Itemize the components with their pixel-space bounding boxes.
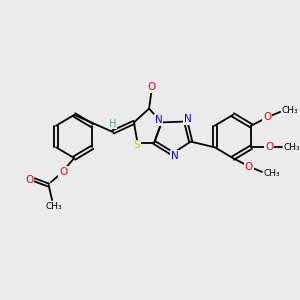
Text: N: N [155,115,163,125]
Text: CH₃: CH₃ [263,169,280,178]
Text: O: O [265,142,273,152]
Text: O: O [263,112,271,122]
Text: O: O [245,161,253,172]
Text: CH₃: CH₃ [284,143,300,152]
Text: N: N [171,151,178,161]
Text: N: N [184,114,192,124]
Text: S: S [133,140,140,151]
Text: O: O [25,175,33,185]
Text: CH₃: CH₃ [45,202,62,211]
Text: O: O [147,82,155,92]
Text: O: O [59,167,67,177]
Text: H: H [109,118,116,129]
Text: CH₃: CH₃ [281,106,298,115]
